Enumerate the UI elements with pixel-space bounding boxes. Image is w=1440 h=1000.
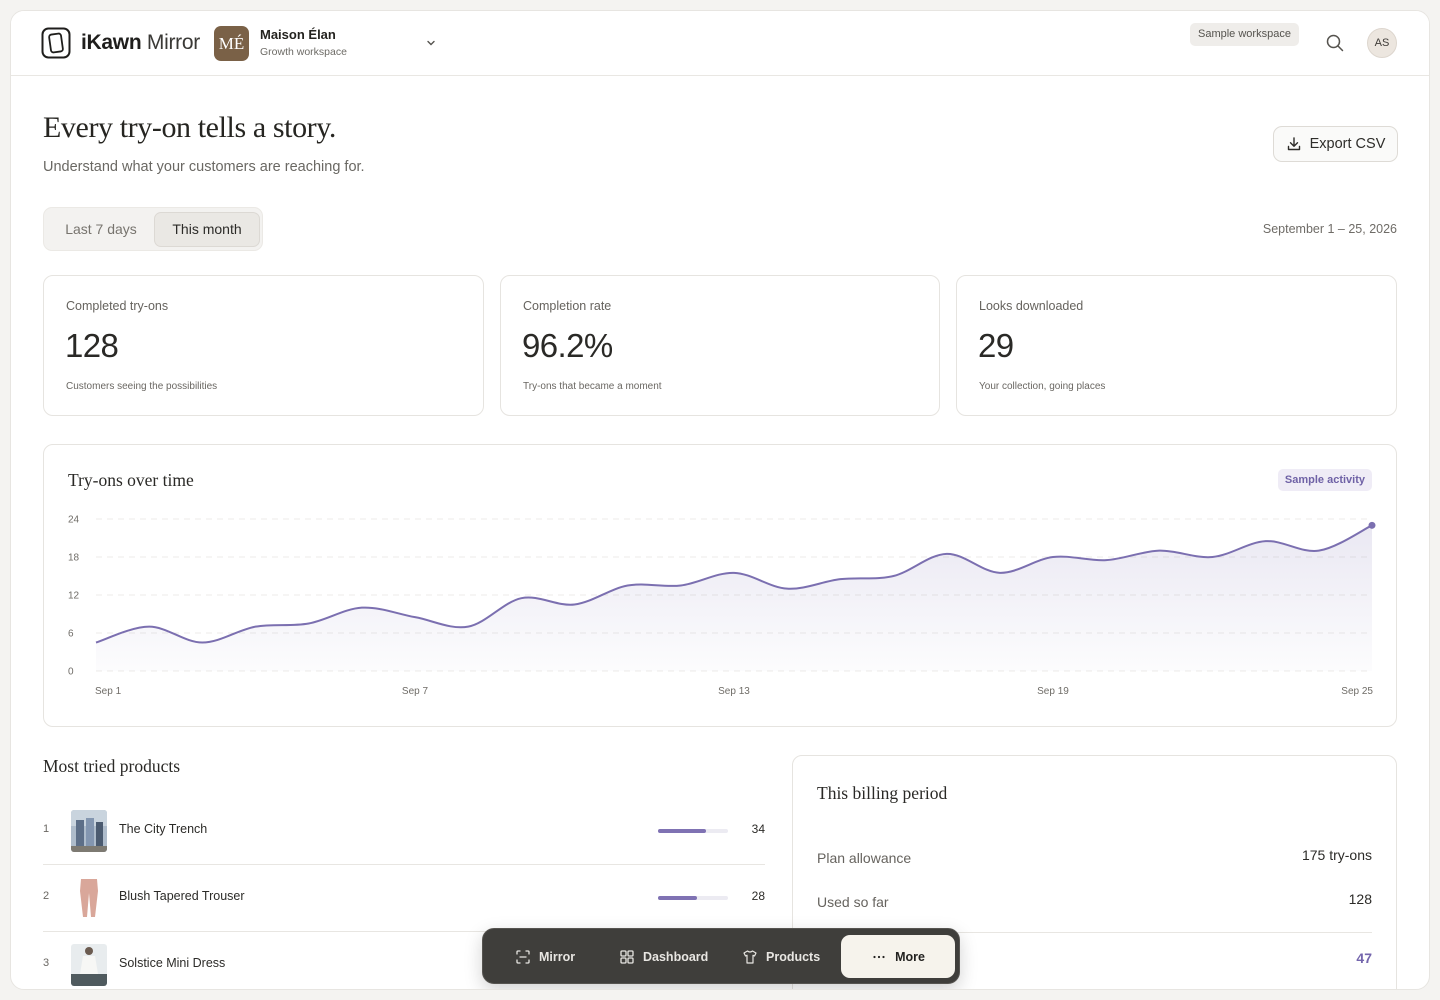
bill-label: Plan allowance: [817, 850, 912, 866]
range-this-month[interactable]: This month: [154, 212, 260, 247]
billing-title: This billing period: [817, 783, 948, 803]
page-title: Every try-on tells a story.: [43, 111, 337, 144]
product-thumbnail: [71, 877, 107, 919]
kpi-caption: Try-ons that became a moment: [523, 381, 662, 392]
product-bar-fill: [658, 896, 698, 900]
bottom-nav: Mirror Dashboard Products More: [482, 928, 960, 984]
kpi-label: Completed try-ons: [66, 299, 169, 313]
workspace-plan: Growth workspace: [260, 46, 347, 58]
x-tick-label: Sep 25: [1341, 686, 1373, 697]
date-range-toggle: Last 7 days This month: [43, 207, 263, 251]
bill-label: Used so far: [817, 894, 889, 910]
y-tick-label: 0: [68, 667, 74, 678]
most-tried-title: Most tried products: [43, 756, 181, 776]
x-tick-label: Sep 1: [95, 686, 122, 697]
kpi-card-completed-try-ons: Completed try-ons 128 Customers seeing t…: [43, 275, 484, 416]
nav-label: Mirror: [539, 949, 576, 964]
nav-label: More: [895, 949, 925, 964]
product-bar-track: [658, 829, 728, 833]
workspace-avatar[interactable]: MÉ: [214, 26, 249, 61]
workspace-name[interactable]: Maison Élan: [260, 27, 336, 42]
product-rank: 1: [43, 823, 50, 835]
bill-value: 175 try-ons: [1301, 847, 1372, 863]
product-row[interactable]: 1 The City Trench 34: [43, 798, 765, 865]
scan-icon: [516, 949, 530, 964]
kpi-card-completion-rate: Completion rate 96.2% Try-ons that becam…: [500, 275, 940, 416]
kpi-value: 96.2%: [522, 327, 613, 364]
product-name: The City Trench: [119, 822, 208, 836]
export-csv-button[interactable]: Export CSV: [1273, 126, 1398, 162]
chevron-down-icon[interactable]: [425, 37, 437, 49]
ellipsis-icon: [873, 955, 885, 958]
download-icon: [1287, 137, 1300, 151]
kpi-label: Looks downloaded: [979, 299, 1084, 313]
y-tick-label: 12: [68, 591, 80, 602]
product-thumbnail: [71, 944, 107, 986]
product-name: Solstice Mini Dress: [119, 956, 226, 970]
grid-icon: [620, 949, 634, 964]
remaining-value: 47: [1356, 950, 1372, 966]
nav-label: Products: [766, 949, 821, 964]
page-subtitle: Understand what your customers are reach…: [43, 159, 365, 175]
nav-label: Dashboard: [643, 949, 709, 964]
kpi-caption: Customers seeing the possibilities: [66, 381, 218, 392]
x-tick-label: Sep 7: [402, 686, 429, 697]
mirror-logo-icon: [41, 27, 71, 59]
used-so-far-row: Used so far 128: [817, 888, 1372, 918]
bill-value: 128: [1348, 891, 1372, 907]
kpi-value: 128: [65, 327, 119, 364]
divider: [817, 932, 1372, 933]
x-tick-label: Sep 19: [1037, 686, 1069, 697]
product-rank: 2: [43, 890, 50, 902]
product-count: 28: [751, 889, 765, 903]
last-point: [1368, 521, 1376, 529]
series-area: [96, 525, 1372, 671]
nav-products[interactable]: Products: [730, 935, 832, 978]
search-icon[interactable]: [1325, 33, 1345, 53]
sample-activity-badge: Sample activity: [1277, 469, 1372, 491]
x-tick-label: Sep 13: [718, 686, 750, 697]
y-tick-label: 6: [68, 629, 74, 640]
chart-title: Try-ons over time: [68, 470, 194, 490]
product-rank: 3: [43, 957, 50, 969]
y-tick-label: 24: [68, 515, 80, 526]
date-range-label: September 1 – 25, 2026: [1262, 222, 1397, 236]
export-csv-label: Export CSV: [1309, 136, 1386, 152]
product-name: Blush Tapered Trouser: [119, 889, 245, 903]
kpi-label: Completion rate: [523, 299, 612, 313]
try-ons-chart-card: 0 6 12 18 24 Sep 1 Sep 7 Sep 13 Sep 19 Sep 25 Try…: [43, 444, 1397, 727]
sample-workspace-badge: Sample workspace: [1190, 23, 1299, 46]
try-ons-chart: 0 6 12 18 24 Sep 1 Sep 7 Sep 13 Sep 19 Sep 25: [68, 515, 1376, 697]
shirt-icon: [743, 949, 757, 964]
top-bar: iKawn Mirror MÉ Maison Élan Growth works…: [11, 11, 1429, 76]
nav-mirror[interactable]: Mirror: [503, 935, 587, 978]
app-name: iKawn Mirror: [81, 31, 200, 54]
plan-allowance-row: Plan allowance 175 try-ons: [817, 844, 1372, 874]
range-last-7-days[interactable]: Last 7 days: [65, 221, 137, 237]
kpi-card-looks-downloaded: Looks downloaded 29 Your collection, goi…: [956, 275, 1397, 416]
nav-more[interactable]: More: [841, 935, 955, 978]
product-bar-track: [658, 896, 728, 900]
app-frame: iKawn Mirror MÉ Maison Élan Growth works…: [10, 10, 1430, 990]
y-tick-label: 18: [68, 553, 80, 564]
nav-dashboard[interactable]: Dashboard: [607, 935, 720, 978]
kpi-caption: Your collection, going places: [979, 381, 1106, 392]
product-bar-fill: [658, 829, 706, 833]
product-count: 34: [751, 822, 765, 836]
product-thumbnail: [71, 810, 107, 852]
kpi-value: 29: [978, 327, 1014, 364]
product-row[interactable]: 2 Blush Tapered Trouser 28: [43, 865, 765, 932]
user-avatar[interactable]: AS: [1367, 28, 1397, 58]
series-line: [95, 524, 1373, 644]
product-row[interactable]: 3 Solstice Mini Dress: [43, 932, 765, 989]
